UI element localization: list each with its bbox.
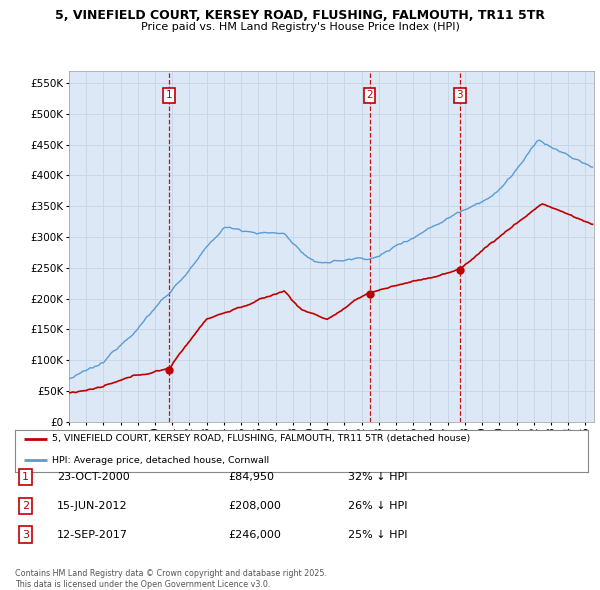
Text: 1: 1	[22, 472, 29, 481]
Text: 25% ↓ HPI: 25% ↓ HPI	[348, 530, 407, 539]
Text: 2: 2	[366, 90, 373, 100]
Text: 12-SEP-2017: 12-SEP-2017	[57, 530, 128, 539]
Text: 26% ↓ HPI: 26% ↓ HPI	[348, 501, 407, 510]
Text: £246,000: £246,000	[228, 530, 281, 539]
Text: HPI: Average price, detached house, Cornwall: HPI: Average price, detached house, Corn…	[52, 455, 269, 464]
Text: 5, VINEFIELD COURT, KERSEY ROAD, FLUSHING, FALMOUTH, TR11 5TR: 5, VINEFIELD COURT, KERSEY ROAD, FLUSHIN…	[55, 9, 545, 22]
Text: Contains HM Land Registry data © Crown copyright and database right 2025.
This d: Contains HM Land Registry data © Crown c…	[15, 569, 327, 589]
Text: 2: 2	[22, 501, 29, 510]
Text: 15-JUN-2012: 15-JUN-2012	[57, 501, 128, 510]
Text: 5, VINEFIELD COURT, KERSEY ROAD, FLUSHING, FALMOUTH, TR11 5TR (detached house): 5, VINEFIELD COURT, KERSEY ROAD, FLUSHIN…	[52, 434, 470, 443]
Text: £84,950: £84,950	[228, 472, 274, 481]
Text: 3: 3	[22, 530, 29, 539]
Text: 3: 3	[457, 90, 463, 100]
Text: 32% ↓ HPI: 32% ↓ HPI	[348, 472, 407, 481]
Text: 1: 1	[166, 90, 172, 100]
Text: 23-OCT-2000: 23-OCT-2000	[57, 472, 130, 481]
Text: £208,000: £208,000	[228, 501, 281, 510]
Text: Price paid vs. HM Land Registry's House Price Index (HPI): Price paid vs. HM Land Registry's House …	[140, 22, 460, 32]
